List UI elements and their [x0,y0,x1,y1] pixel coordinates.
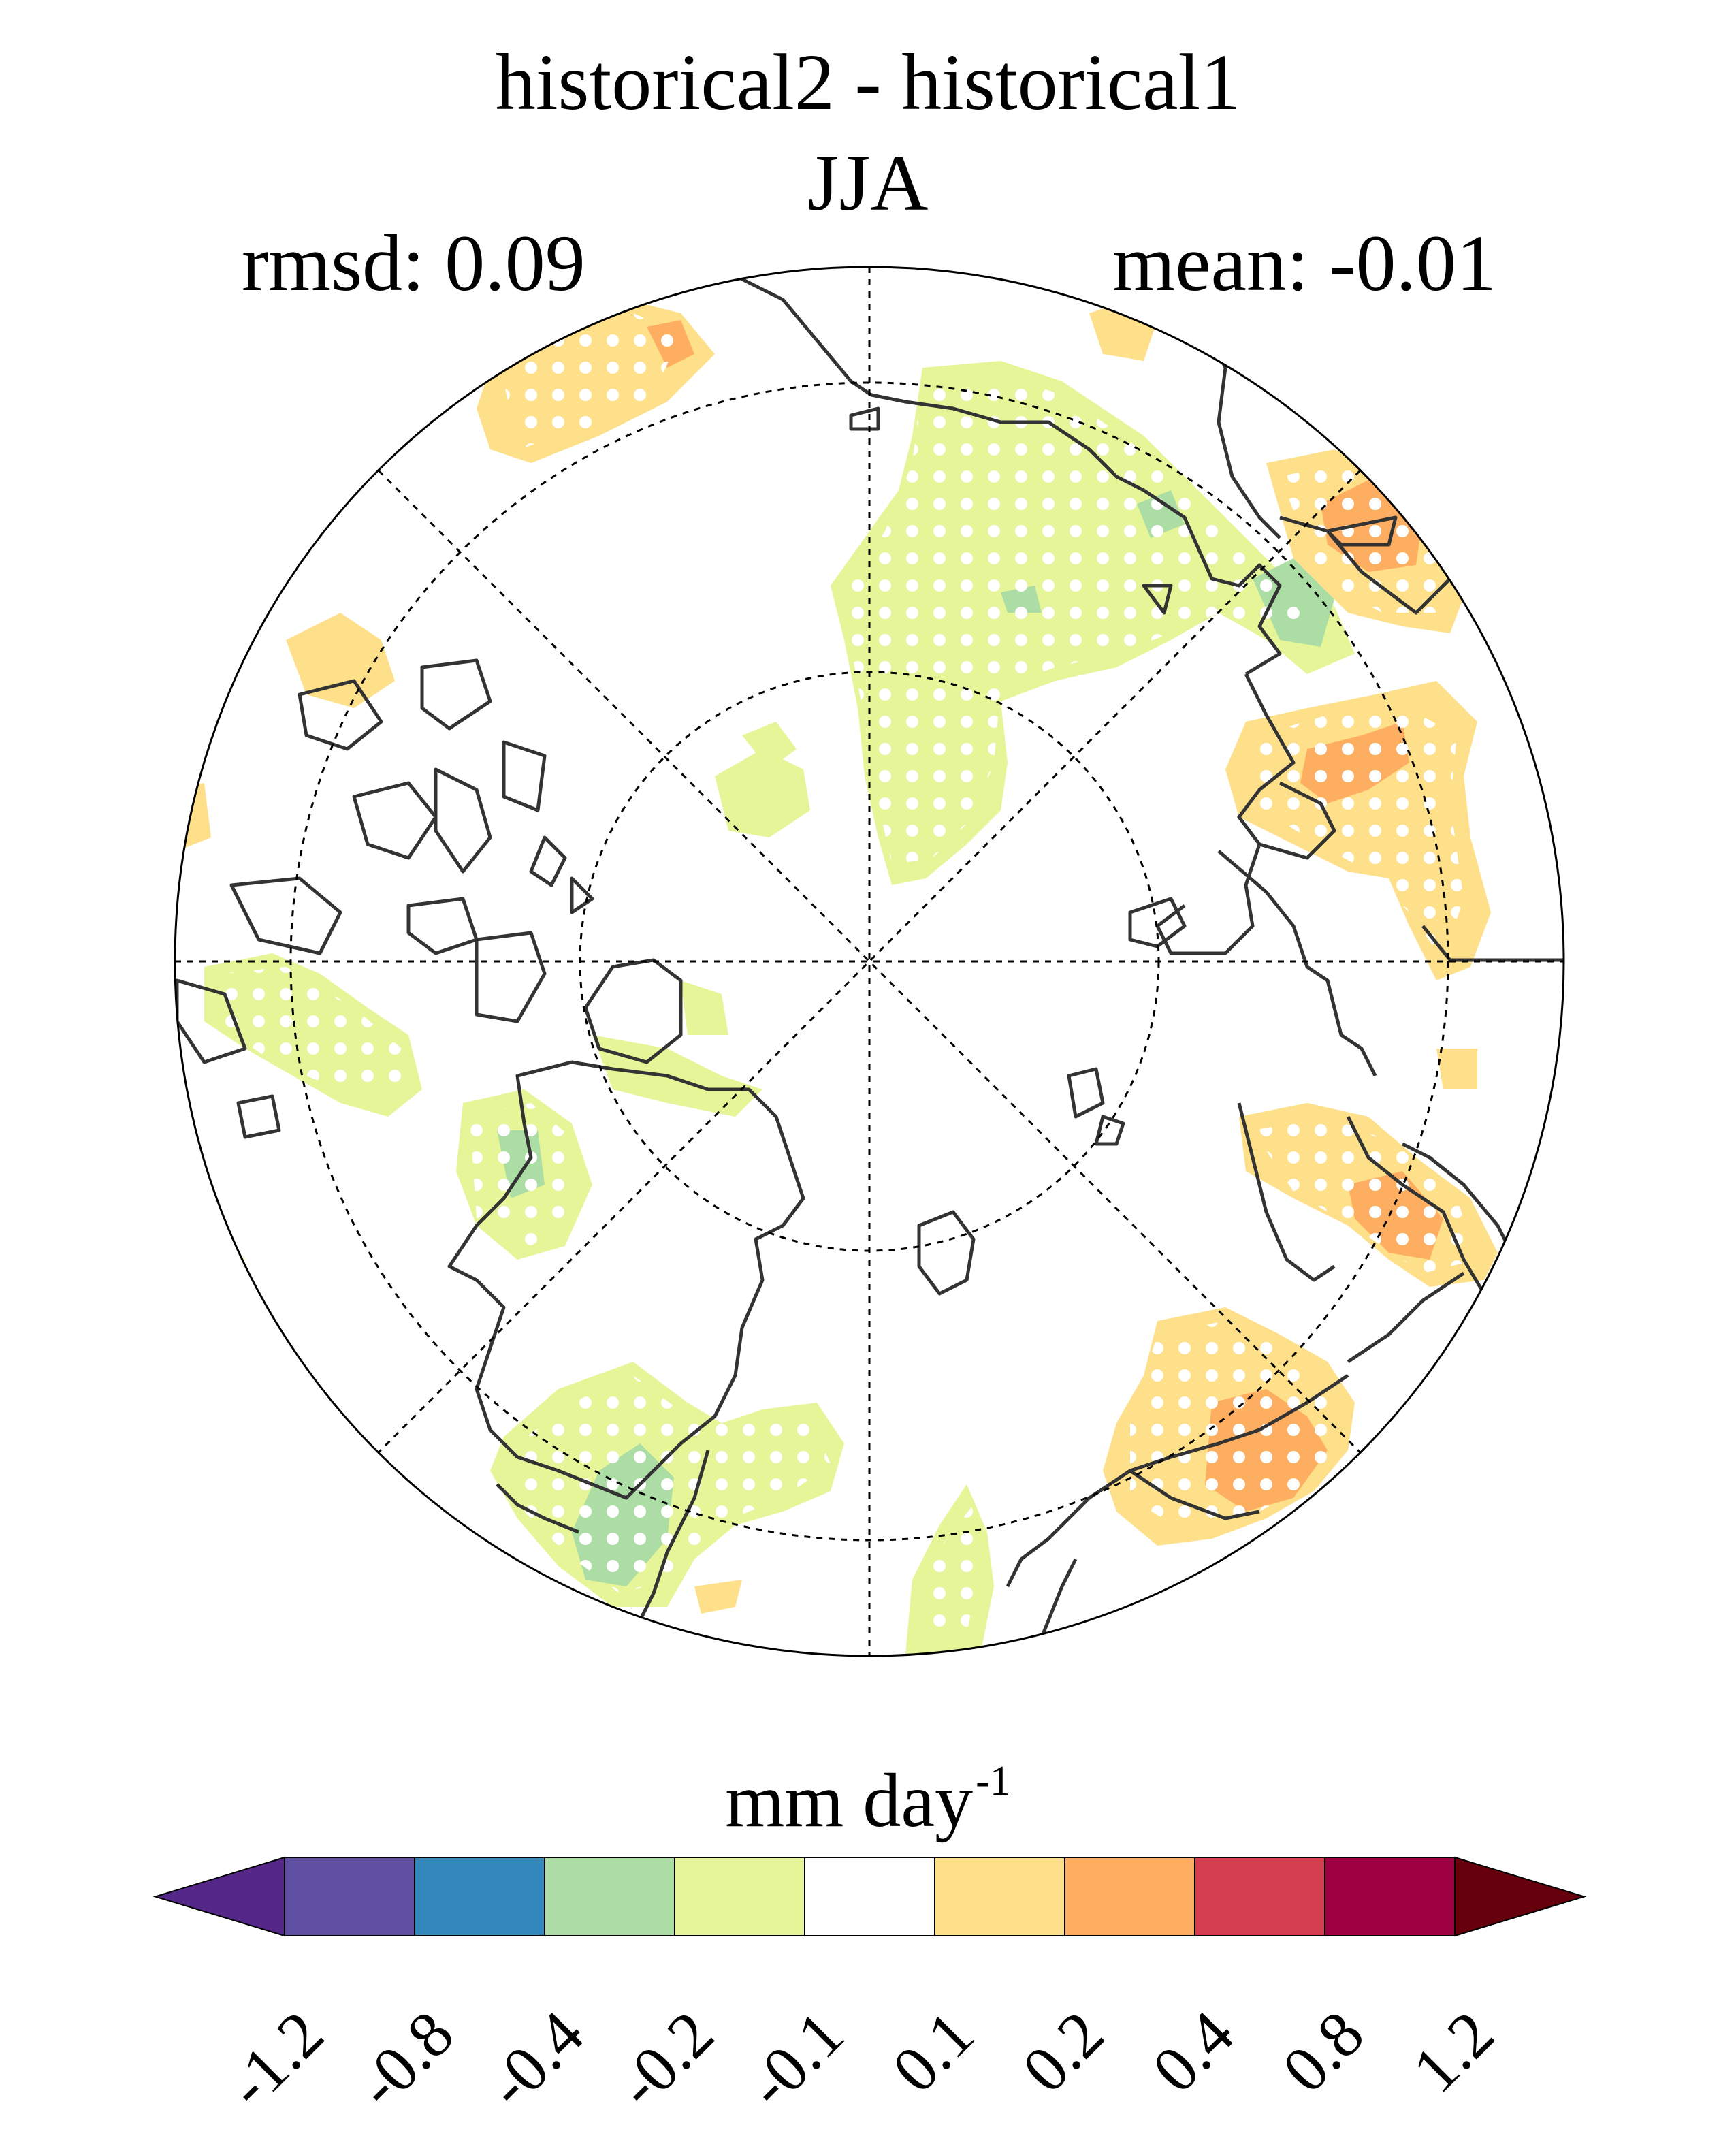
anomaly-region [592,1035,762,1117]
colorbar-tick-label: 0.1 [878,1996,988,2107]
colorbar-segment [674,1857,805,1936]
units-label: mm day-1 [0,1760,1736,1839]
anomaly-region [681,980,728,1035]
anomaly-region [286,613,395,708]
colorbar-under-triangle [152,1856,285,1937]
anomaly-region [715,749,810,837]
units-exponent: -1 [976,1758,1011,1804]
colorbar-segment [934,1857,1065,1936]
colorbar-segment [1064,1857,1195,1936]
colorbar-over-triangle [1454,1856,1587,1937]
colorbar-tick-label: -0.1 [733,1996,858,2122]
rmsd-label: rmsd: 0.09 [242,219,585,308]
colorbar-segment [1194,1857,1325,1936]
significance-stippling [218,313,1477,1641]
title-line-2: JJA [807,138,929,227]
colorbar-tick-label: 1.2 [1398,1996,1508,2107]
anomaly-region [1436,1049,1477,1089]
colorbar-tick-label: 0.2 [1008,1996,1118,2107]
colorbar-tick-label: -0.4 [472,1996,598,2122]
colorbar-tick-label: 0.8 [1268,1996,1378,2107]
colorbar-tick-label: -0.8 [342,1996,468,2122]
colorbar-tick-label: -0.2 [602,1996,728,2122]
coastlines [175,270,1564,1656]
title-line-1: historical2 - historical1 [495,37,1241,127]
units-base: mm day [725,1759,974,1843]
colorbar-segment [284,1857,415,1936]
mean-label: mean: -0.01 [1112,219,1496,308]
colorbar-tick-label: -1.2 [212,1996,338,2122]
colorbar-segment [1324,1857,1456,1936]
polar-map [174,266,1565,1657]
colorbar-tick-label: 0.4 [1138,1996,1248,2107]
map-border [174,266,1565,1657]
anomaly-region [742,722,797,769]
colorbar-segment [414,1857,545,1936]
colorbar-segment [804,1857,935,1936]
graticule [175,267,1564,1656]
colorbar-segment [544,1857,675,1936]
anomaly-region [694,1580,742,1614]
